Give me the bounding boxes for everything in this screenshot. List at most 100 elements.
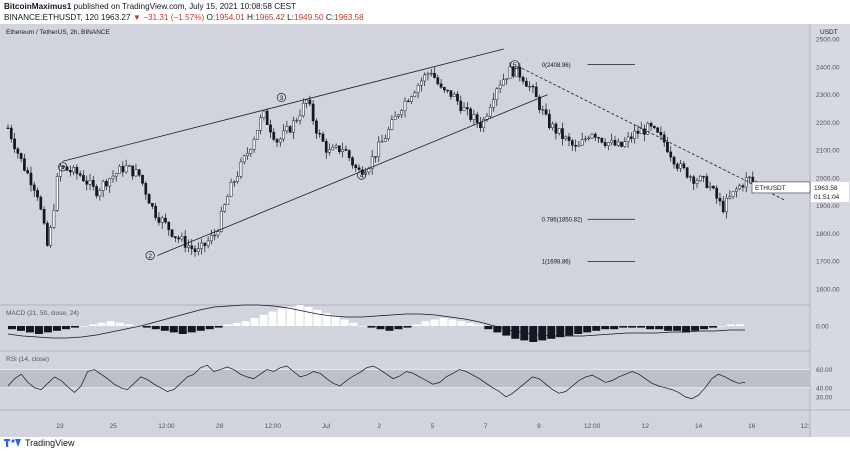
candle-body [137,169,141,176]
fib-level-label: 0(2408.96) [542,63,571,69]
candle-body [426,73,430,76]
macd-histogram-bar [700,326,709,330]
candle-body [19,153,23,159]
open-value: 1954.01 [215,13,245,22]
candle-body [55,176,59,211]
candle-body [465,107,469,110]
macd-histogram-bar [43,326,52,333]
candle-body [305,99,308,104]
candle-body [393,115,397,120]
candle-body [744,177,748,188]
candle-body [367,168,371,173]
macd-histogram-bar [322,313,331,326]
tradingview-logo-icon[interactable] [4,438,22,448]
author-name[interactable]: BitcoinMaximus1 [4,2,72,11]
candle-body [324,141,328,153]
candle-body [531,85,535,88]
chart-background [0,24,850,437]
candle-body [511,66,515,77]
macd-histogram-bar [16,326,25,331]
candle-body [36,190,39,198]
candle-body [452,93,456,97]
candle-body [226,196,230,205]
candle-body [603,142,607,147]
candle-body [584,138,587,140]
candle-body [616,141,620,146]
candle-body [246,153,249,157]
macd-histogram-bar [736,324,744,326]
candle-body [423,74,427,82]
candle-body [439,83,443,88]
candle-body [633,130,637,139]
macd-histogram-bar [106,321,115,326]
macd-histogram-bar [412,324,421,326]
time-tick-label: 16 [748,423,756,430]
candle-body [715,187,719,199]
price-tick-label: 1900.00 [816,203,840,210]
candle-body [656,127,659,133]
macd-histogram-bar [214,326,223,328]
candle-body [666,141,669,153]
candle-body [751,176,755,183]
candle-body [32,184,36,191]
close-value: 1963.58 [334,13,364,22]
candle-body [154,205,157,218]
candle-body [508,66,512,80]
candle-body [272,131,276,140]
candle-body [341,149,345,152]
candle-body [685,167,689,178]
chart-area[interactable]: Ethereum / TetherUS, 2h, BINANCE USDT 1600… [0,24,850,437]
macd-histogram-bar [439,318,448,326]
candle-body [128,165,131,167]
candle-body [288,126,292,133]
candle-body [134,169,138,177]
wave-label-circle [276,92,286,103]
candle-body [239,161,243,177]
candle-body [108,178,112,187]
wave-label-circle [145,250,155,261]
candle-body [210,234,213,242]
candle-body [229,182,233,197]
footer-brand[interactable]: TradingView [25,438,75,448]
candle-body [383,138,387,142]
time-tick-label: Jul [322,423,331,430]
macd-histogram-bar [610,326,619,330]
candle-body [23,158,26,171]
candle-body [498,84,502,90]
price-tick-label: 2100.00 [816,148,840,155]
candle-body [78,173,82,176]
time-tick-label: 12:00 [158,423,175,430]
macd-histogram-bar [340,319,349,326]
chart-svg[interactable]: Ethereum / TetherUS, 2h, BINANCE USDT 1600… [0,24,850,437]
macd-histogram-bar [574,326,583,334]
candle-body [420,80,423,86]
candle-body [406,100,410,103]
candle-body [403,100,407,111]
macd-title: MACD (21, 50, close, 24) [6,310,79,317]
macd-histogram-bar [142,326,151,328]
candle-body [190,245,194,249]
candle-body [282,130,285,140]
candle-body [360,169,364,175]
candle-body [721,200,725,213]
time-tick-label: 12:00 [265,423,282,430]
macd-histogram-bar [367,326,376,328]
candle-body [610,140,614,143]
candle-body [233,181,236,183]
time-tick-label: 5 [431,423,435,430]
candle-body [505,78,509,80]
header-line-2: BINANCE:ETHUSDT, 120 1963.27 ▼ −31.31 (−… [4,13,364,23]
candle-body [295,119,299,122]
candle-body [662,134,666,143]
candle-body [669,151,673,158]
candle-body [387,129,390,139]
macd-histogram-bar [403,326,412,328]
rsi-band [0,369,810,388]
macd-histogram-bar [691,326,700,331]
candle-body [600,137,604,143]
candle-body [692,176,696,184]
candle-body [620,141,623,147]
candle-body [728,196,732,199]
price-tag-box [811,181,849,202]
candle-body [528,85,532,88]
